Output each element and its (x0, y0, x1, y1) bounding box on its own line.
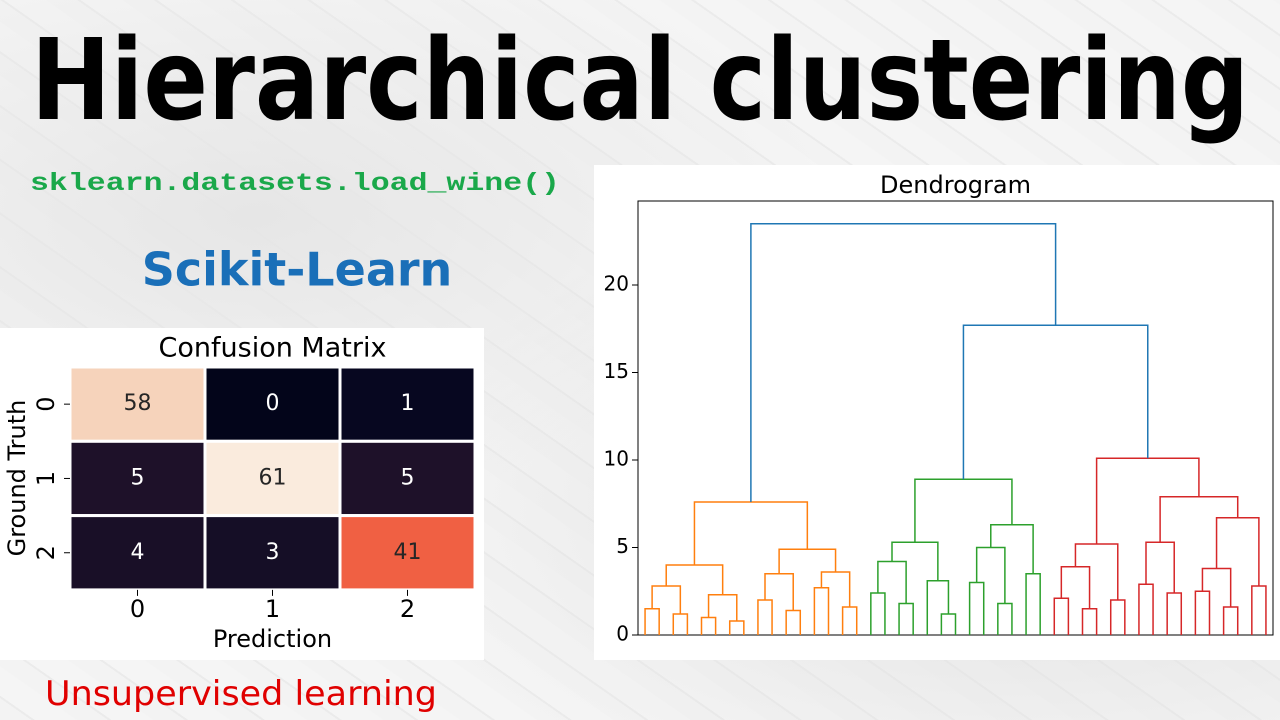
heatmap-cell (203, 514, 342, 592)
y-tick-label: 2 (32, 545, 60, 560)
dendrogram-panel (594, 165, 1280, 660)
dendrogram-title: Dendrogram (880, 171, 1031, 199)
y-axis-title: Ground Truth (3, 400, 31, 557)
code-text: sklearn.datasets.load_wine() (30, 169, 560, 198)
cell-label: 4 (131, 540, 145, 565)
cell-label: 5 (131, 465, 145, 490)
main-title: Hierarchical clustering (31, 16, 1249, 146)
cell-label: 41 (394, 540, 422, 565)
cell-label: 1 (401, 391, 415, 416)
y-tick-label: 5 (616, 534, 629, 558)
y-tick-label: 10 (604, 447, 629, 471)
heatmap-cell (338, 365, 477, 443)
y-tick-label: 0 (616, 622, 629, 646)
cell-label: 58 (124, 391, 152, 416)
y-tick-label: 20 (604, 272, 629, 296)
y-tick-label: 0 (32, 397, 60, 412)
cell-label: 3 (266, 540, 280, 565)
library-name: Scikit-Learn (142, 243, 453, 297)
y-tick-label: 15 (604, 359, 629, 383)
heatmap-cell (203, 365, 342, 443)
cell-label: 0 (266, 391, 280, 416)
heatmap-cell (68, 365, 207, 443)
y-tick-label: 1 (32, 471, 60, 486)
heatmap-title: Confusion Matrix (159, 333, 387, 364)
footer-text: Unsupervised learning (45, 674, 437, 714)
x-axis-title: Prediction (213, 625, 332, 653)
cell-label: 5 (401, 465, 415, 490)
dendrogram-link (750, 223, 1057, 502)
x-tick-label: 0 (130, 595, 145, 623)
heatmap-cell (338, 514, 477, 592)
x-tick-label: 1 (265, 595, 280, 623)
x-tick-label: 2 (400, 595, 415, 623)
cell-label: 61 (259, 465, 287, 490)
